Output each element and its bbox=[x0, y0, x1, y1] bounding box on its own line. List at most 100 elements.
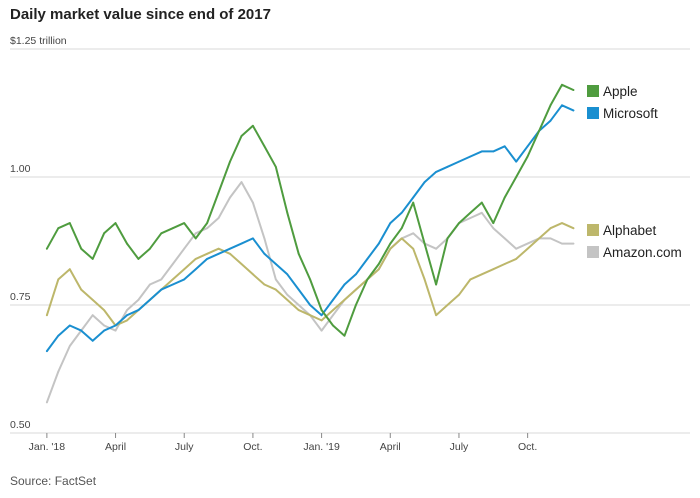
data-point bbox=[137, 299, 140, 301]
data-point bbox=[355, 273, 357, 276]
x-tick-label: July bbox=[450, 441, 469, 453]
data-point bbox=[194, 268, 197, 271]
data-point bbox=[171, 263, 174, 265]
data-point bbox=[91, 339, 94, 342]
data-point bbox=[446, 304, 449, 306]
legend-swatch bbox=[587, 224, 599, 236]
data-point bbox=[286, 299, 289, 301]
legend-swatch bbox=[587, 85, 599, 97]
data-point bbox=[126, 314, 128, 317]
x-tick-label: Oct. bbox=[518, 441, 537, 453]
data-point bbox=[217, 252, 220, 255]
gridlines bbox=[10, 48, 690, 434]
data-point bbox=[400, 211, 403, 214]
data-point bbox=[458, 222, 460, 225]
data-point bbox=[458, 160, 460, 163]
data-point bbox=[469, 217, 472, 219]
data-point bbox=[446, 237, 449, 240]
data-point bbox=[91, 258, 94, 260]
data-point bbox=[492, 227, 495, 230]
x-tick-label: July bbox=[175, 441, 194, 453]
x-tick-label: Jan. '18 bbox=[29, 441, 66, 453]
y-tick-label: 0.75 bbox=[10, 291, 31, 303]
data-point bbox=[435, 171, 437, 173]
data-point bbox=[240, 242, 243, 245]
data-point bbox=[171, 227, 174, 230]
data-point bbox=[412, 247, 415, 250]
data-point bbox=[377, 268, 380, 271]
data-point bbox=[137, 309, 140, 311]
data-point bbox=[412, 232, 415, 235]
data-point bbox=[68, 222, 71, 225]
data-point bbox=[194, 258, 197, 260]
legend-swatch bbox=[587, 246, 599, 258]
data-point bbox=[423, 242, 426, 245]
data-point bbox=[274, 165, 277, 168]
data-point bbox=[389, 247, 392, 250]
data-point bbox=[46, 350, 48, 352]
data-point bbox=[183, 278, 186, 281]
data-point bbox=[46, 314, 48, 317]
data-point bbox=[252, 124, 254, 127]
data-point bbox=[572, 109, 575, 112]
data-point bbox=[103, 232, 105, 235]
y-tick-label: $1.25 trillion bbox=[10, 35, 67, 47]
data-point bbox=[400, 227, 403, 230]
data-point bbox=[217, 217, 220, 219]
data-point bbox=[149, 283, 151, 286]
data-point bbox=[538, 130, 540, 132]
data-point bbox=[114, 329, 117, 332]
data-point bbox=[503, 145, 506, 148]
data-point bbox=[412, 196, 415, 199]
data-point bbox=[57, 334, 60, 337]
data-point bbox=[126, 242, 128, 245]
legend: Apple Microsoft Alphabet Amazon.com bbox=[587, 84, 682, 260]
data-point bbox=[217, 191, 220, 194]
series-line-amazon-com bbox=[45, 181, 575, 404]
data-point bbox=[355, 288, 357, 291]
data-point bbox=[480, 150, 483, 153]
data-point bbox=[515, 247, 518, 250]
data-point bbox=[68, 345, 71, 347]
data-point bbox=[263, 145, 266, 148]
data-point bbox=[515, 258, 518, 260]
data-point bbox=[549, 119, 552, 122]
data-point bbox=[183, 247, 186, 250]
data-point bbox=[389, 242, 392, 245]
data-point bbox=[561, 104, 563, 107]
data-point bbox=[320, 319, 323, 322]
data-point bbox=[286, 211, 289, 214]
data-point bbox=[469, 278, 472, 281]
series-lines bbox=[45, 83, 575, 404]
data-point bbox=[229, 252, 231, 255]
data-point bbox=[286, 293, 289, 296]
data-point bbox=[332, 309, 334, 311]
data-point bbox=[515, 160, 518, 163]
data-point bbox=[446, 165, 449, 168]
source-note: Source: FactSet bbox=[10, 474, 97, 488]
data-point bbox=[114, 222, 117, 225]
data-point bbox=[274, 278, 277, 281]
data-point bbox=[297, 252, 300, 255]
data-point bbox=[194, 232, 197, 235]
data-point bbox=[538, 237, 540, 240]
data-point bbox=[252, 201, 254, 204]
data-point bbox=[57, 227, 60, 230]
legend-label: Amazon.com bbox=[603, 245, 682, 260]
data-point bbox=[332, 324, 334, 327]
data-point bbox=[57, 278, 60, 281]
data-point bbox=[561, 242, 563, 245]
series-line-apple bbox=[45, 83, 575, 337]
y-axis-ticks: $1.25 trillion 1.00 0.75 0.50 bbox=[10, 35, 67, 431]
data-point bbox=[480, 201, 483, 204]
data-point bbox=[480, 273, 483, 276]
data-point bbox=[286, 273, 289, 276]
data-point bbox=[503, 196, 506, 199]
data-point bbox=[435, 314, 437, 317]
data-point bbox=[572, 89, 575, 91]
data-point bbox=[503, 263, 506, 265]
data-point bbox=[103, 329, 105, 332]
data-point bbox=[229, 160, 231, 163]
data-point bbox=[46, 247, 48, 250]
data-point bbox=[366, 258, 369, 260]
